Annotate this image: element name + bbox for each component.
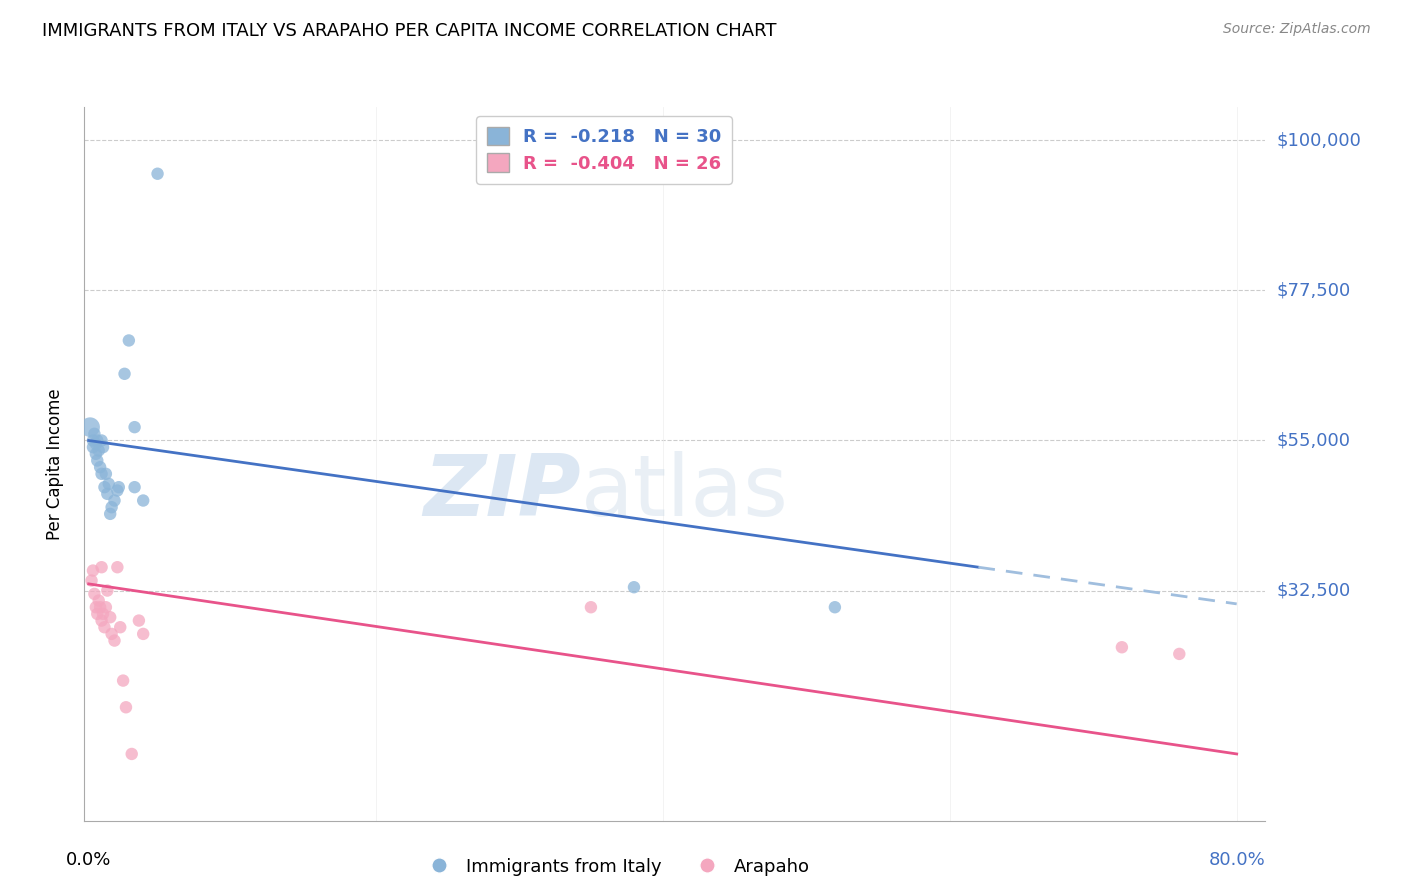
Point — [91, 607, 114, 621]
Point — [124, 480, 146, 494]
Text: Source: ZipAtlas.com: Source: ZipAtlas.com — [1223, 22, 1371, 37]
Point — [132, 627, 155, 641]
Point — [90, 434, 112, 448]
Point — [89, 600, 111, 615]
Point — [94, 467, 117, 481]
Point — [112, 673, 135, 688]
Text: 0.0%: 0.0% — [66, 851, 111, 869]
Point — [93, 620, 115, 634]
Point — [107, 480, 129, 494]
Point — [121, 747, 143, 761]
Point — [83, 426, 105, 441]
Point — [86, 453, 108, 467]
Point — [124, 420, 146, 434]
Point — [98, 507, 121, 521]
Point — [79, 420, 101, 434]
Text: atlas: atlas — [581, 450, 789, 534]
Point — [579, 600, 602, 615]
Point — [100, 627, 122, 641]
Point — [84, 447, 107, 461]
Point — [87, 593, 110, 607]
Point — [110, 620, 132, 634]
Point — [93, 480, 115, 494]
Point — [118, 334, 141, 348]
Y-axis label: Per Capita Income: Per Capita Income — [45, 388, 63, 540]
Point — [86, 434, 108, 448]
Point — [146, 167, 169, 181]
Point — [80, 574, 103, 588]
Point — [87, 443, 110, 458]
Text: $55,000: $55,000 — [1277, 432, 1351, 450]
Text: $100,000: $100,000 — [1277, 131, 1361, 149]
Point — [1168, 647, 1191, 661]
Point — [103, 633, 125, 648]
Legend: Immigrants from Italy, Arapaho: Immigrants from Italy, Arapaho — [415, 851, 817, 883]
Text: IMMIGRANTS FROM ITALY VS ARAPAHO PER CAPITA INCOME CORRELATION CHART: IMMIGRANTS FROM ITALY VS ARAPAHO PER CAP… — [42, 22, 776, 40]
Point — [1111, 640, 1133, 655]
Text: ZIP: ZIP — [423, 450, 581, 534]
Point — [84, 600, 107, 615]
Point — [105, 560, 128, 574]
Point — [96, 487, 118, 501]
Text: $32,500: $32,500 — [1277, 582, 1351, 599]
Point — [83, 587, 105, 601]
Point — [89, 460, 111, 475]
Text: 80.0%: 80.0% — [1208, 851, 1265, 869]
Point — [90, 560, 112, 574]
Point — [128, 614, 150, 628]
Point — [824, 600, 846, 615]
Point — [82, 564, 104, 578]
Point — [97, 476, 120, 491]
Point — [132, 493, 155, 508]
Point — [96, 583, 118, 598]
Point — [84, 437, 107, 451]
Point — [90, 614, 112, 628]
Point — [91, 440, 114, 454]
Point — [115, 700, 138, 714]
Point — [86, 607, 108, 621]
Point — [114, 367, 136, 381]
Point — [105, 483, 128, 498]
Point — [103, 493, 125, 508]
Point — [623, 580, 645, 594]
Point — [94, 600, 117, 615]
Point — [82, 434, 104, 448]
Point — [82, 440, 104, 454]
Text: $77,500: $77,500 — [1277, 282, 1351, 300]
Point — [100, 500, 122, 515]
Point — [98, 610, 121, 624]
Point — [90, 467, 112, 481]
